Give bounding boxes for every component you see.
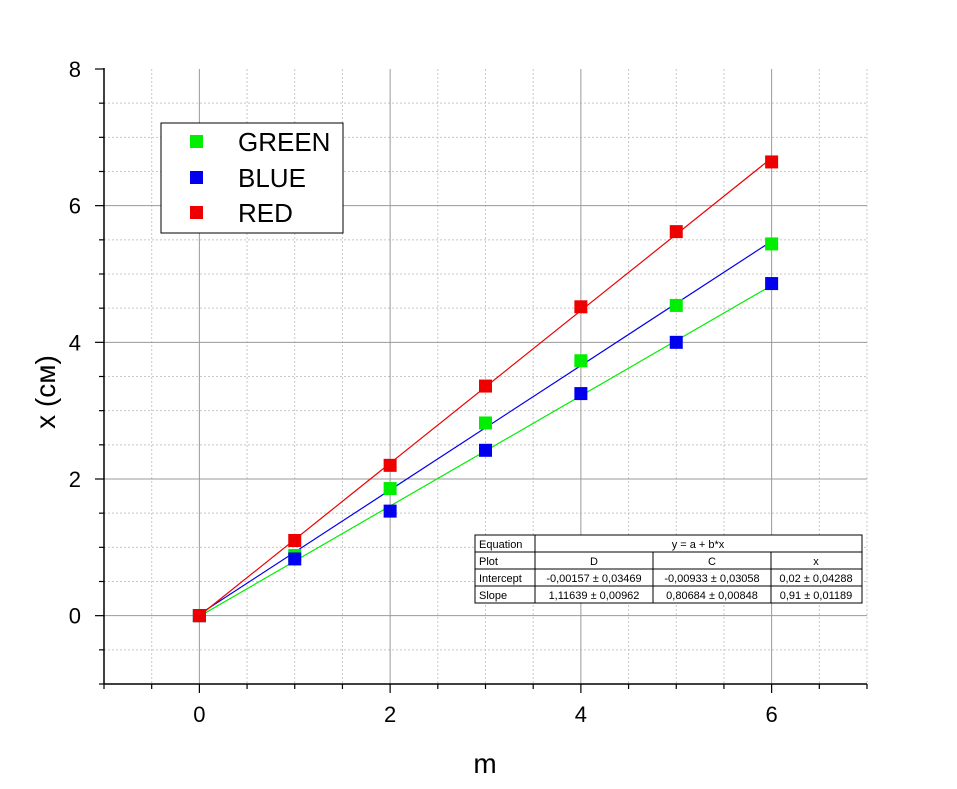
tick-labels: 0 2 4 6 0 2 4 6 8 [69,57,778,727]
data-point-red [192,609,206,623]
legend: GREEN BLUE RED [160,122,344,234]
fit-table-col-d: D [590,556,598,568]
data-point-blue [574,387,588,401]
data-point-red [574,300,588,314]
fit-table-slope-label: Slope [479,590,507,602]
y-tick-label: 6 [69,194,81,219]
fit-table-col-x: x [813,556,819,568]
data-points [192,155,779,623]
data-point-red [383,458,397,472]
data-point-blue [288,552,302,566]
fit-table: Equation y = a + b*x Plot D C x Intercep… [474,534,863,604]
fit-table-intercept-x: 0,02 ± 0,04288 [779,573,852,585]
x-tick-label: 2 [384,702,396,727]
fit-table-slope-x: 0,91 ± 0,01189 [780,590,853,602]
data-point-green [765,237,779,251]
y-tick-label: 4 [69,330,81,355]
data-point-blue [669,335,683,349]
fit-table-slope-d: 1,11639 ± 0,00962 [549,590,640,602]
data-point-red [669,225,683,239]
data-point-blue [479,443,492,457]
fit-table-equation: y = a + b*x [672,539,725,551]
legend-label-red: RED [238,198,293,228]
legend-marker-green [190,135,203,148]
legend-label-blue: BLUE [238,163,306,193]
fit-table-equation-label: Equation [479,539,522,551]
data-point-green [669,298,683,312]
data-point-red [765,155,779,169]
data-point-green [383,482,397,496]
y-tick-label: 2 [69,467,81,492]
data-point-green [574,354,588,368]
data-point-green [479,416,492,430]
legend-marker-red [190,206,203,219]
x-tick-label: 4 [575,702,587,727]
axes [95,68,868,693]
fit-table-intercept-d: -0,00157 ± 0,03469 [546,573,641,585]
fit-table-col-c: C [708,556,716,568]
fit-table-intercept-c: -0,00933 ± 0,03058 [664,573,759,585]
fit-table-plot-label: Plot [479,556,498,568]
x-tick-label: 0 [193,702,205,727]
x-tick-label: 6 [766,702,778,727]
fit-table-slope-c: 0,80684 ± 0,00848 [666,590,758,602]
y-axis-title: x (см) [30,355,61,429]
fit-table-intercept-label: Intercept [479,573,522,585]
data-point-red [288,534,302,547]
data-point-blue [383,504,397,518]
y-tick-label: 0 [69,604,81,629]
data-point-red [479,379,492,393]
y-tick-label: 8 [69,57,81,82]
legend-label-green: GREEN [238,127,330,157]
data-point-blue [765,277,779,291]
x-axis-title: m [473,748,496,779]
legend-marker-blue [190,171,203,184]
